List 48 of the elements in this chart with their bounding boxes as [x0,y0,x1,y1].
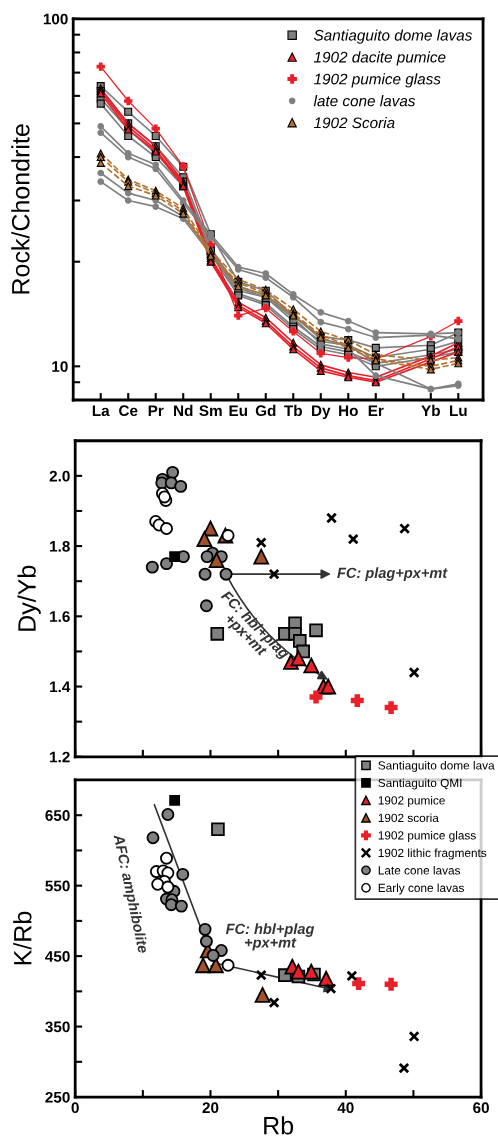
x-tick-label: Er [368,405,384,416]
y-tick-label: 2.0 [49,470,70,482]
x-tick-label: Ho [339,405,358,417]
y-axis-title: Dy/Yb [17,565,41,631]
x-tick-label: 0 [71,1102,79,1114]
legend-label: 1902 dacite pumice [313,51,446,66]
legend-label: 1902 Scoria [313,116,395,129]
y-tick-label: 450 [45,950,70,962]
legend-label: 1902 pumice [378,795,445,807]
x-tick-label: Sm [199,405,222,417]
annotation: FC: plag+px+mt [337,567,448,581]
x-tick-label: Yb [421,404,440,417]
legend-label: 1902 lithic fragments [378,848,487,860]
y-tick-label: 1.4 [50,681,71,693]
legend-label: Late cone lavas [378,865,461,875]
x-tick-label: Gd [255,404,276,417]
y-axis-title: K/Rb [13,911,32,965]
y-tick-label: 100 [43,13,68,25]
annotation: FC: hbl+plag +px+mt [225,923,315,951]
y-tick-label: 1.8 [50,540,70,552]
x-tick-label: 20 [202,1102,219,1114]
x-tick-label: Ce [119,405,138,417]
y-tick-label: 1.2 [50,751,70,763]
legend-label: Early cone lavas [378,883,464,895]
legend-label: 1902 pumice glass [378,830,476,842]
y-tick-label: 250 [45,1091,70,1103]
x-tick-label: Eu [229,405,247,417]
x-tick-label: Dy [312,405,331,420]
x-tick-label: Nd [174,404,193,417]
x-tick-label: Tb [284,404,302,417]
y-tick-label: 350 [45,1021,70,1033]
y-tick-label: 550 [45,880,70,892]
y-tick-label: 1.6 [50,611,70,622]
legend-label: late cone lavas [313,95,416,107]
x-axis-title: Rb [264,1116,294,1135]
x-tick-label: 40 [337,1102,354,1114]
legend-label: 1902 scoria [378,813,439,823]
x-tick-label: La [92,405,110,417]
y-tick-label: 650 [45,810,70,821]
legend-label: Santiaguito QMI [378,778,462,790]
x-tick-label: 60 [473,1102,489,1114]
legend-label: Santiaguito dome lavas [313,29,473,44]
y-tick-label: 10 [52,361,68,373]
legend-label: Santiaguito dome lava [378,760,495,772]
x-tick-label: Pr [148,405,164,416]
x-tick-label: Lu [449,405,467,417]
legend-label: 1902 pumice glass [313,73,441,88]
y-axis-title: Rock/Chondrite [11,124,30,294]
